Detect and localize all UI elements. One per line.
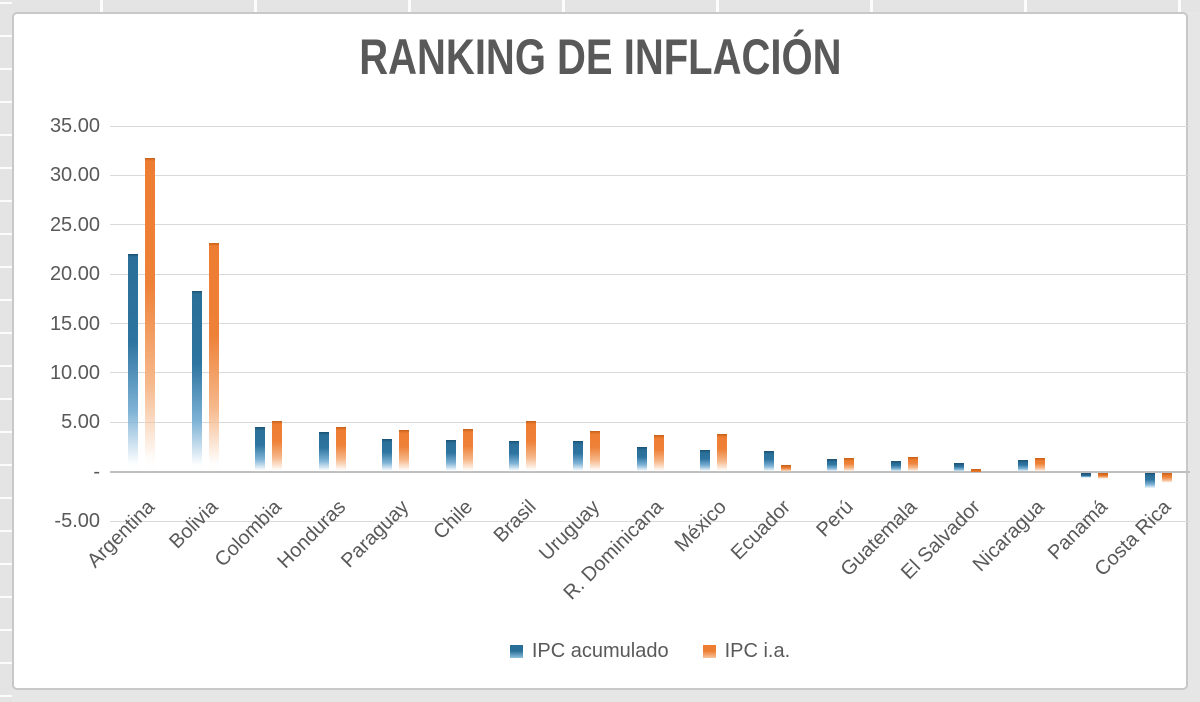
x-axis-label-peru: Perú [812, 496, 859, 542]
bar-ipc-i-a-argentina[interactable] [145, 157, 155, 472]
bar-ipc-acumulado-nicaragua[interactable] [1018, 459, 1028, 472]
bar-ipc-acumulado-costa-rica[interactable] [1145, 472, 1155, 490]
bar-ipc-i-a-panama[interactable] [1098, 472, 1108, 479]
bar-ipc-acumulado-chile[interactable] [446, 440, 456, 472]
bar-ipc-i-a-costa-rica[interactable] [1162, 472, 1172, 483]
y-axis-label-15-00: 15.00 [49, 312, 100, 335]
bar-ipc-i-a-chile[interactable] [463, 429, 473, 472]
y-axis-label-35-00: 35.00 [49, 115, 100, 137]
bar-ipc-acumulado-peru[interactable] [827, 458, 837, 472]
chart-legend[interactable]: IPC acumulado IPC i.a. [110, 640, 1190, 663]
bar-ipc-acumulado-paraguay[interactable] [382, 439, 392, 472]
x-axis-label-honduras: Honduras [273, 496, 350, 573]
bar-ipc-acumulado-brasil[interactable] [509, 441, 519, 472]
bar-ipc-i-a-uruguay[interactable] [590, 431, 600, 472]
gridline [110, 421, 1190, 423]
legend-swatch-ipc-acumulado-icon [509, 645, 523, 658]
y-axis-label-5-00: 5.00 [61, 411, 100, 434]
bar-ipc-i-a-mexico[interactable] [717, 434, 727, 472]
y-axis-label-5-00: -5.00 [54, 510, 100, 532]
y-axis-label-30-00: 30.00 [49, 164, 100, 187]
y-axis-label-10-00: 10.00 [49, 361, 100, 384]
gridline [110, 372, 1190, 374]
x-axis-label-colombia: Colombia [211, 496, 287, 572]
x-axis-label-paraguay: Paraguay [337, 496, 414, 573]
bar-ipc-acumulado-colombia[interactable] [255, 427, 265, 472]
y-axis-label-: - [93, 460, 100, 483]
bar-ipc-i-a-el-salvador[interactable] [971, 468, 981, 472]
gridline [110, 125, 1190, 127]
legend-item-ipc-ia[interactable]: IPC i.a. [702, 640, 791, 663]
chart-frame[interactable]: RANKING DE INFLACIÓN 35.00 30.00 25.00 20.0… [12, 12, 1190, 690]
bar-ipc-i-a-guatemala[interactable] [908, 456, 918, 472]
bar-ipc-acumulado-uruguay[interactable] [573, 441, 583, 472]
gridline [110, 174, 1190, 176]
x-axis-label-bolivia: Bolivia [165, 496, 223, 554]
gridline [110, 224, 1190, 226]
bar-ipc-i-a-paraguay[interactable] [399, 430, 409, 472]
legend-label-ipc-ia: IPC i.a. [724, 640, 791, 662]
bar-ipc-i-a-ecuador[interactable] [781, 464, 791, 472]
bar-ipc-acumulado-panama[interactable] [1081, 472, 1091, 478]
bar-ipc-acumulado-mexico[interactable] [700, 449, 710, 472]
legend-swatch-ipc-ia-icon [702, 645, 716, 658]
gridline [110, 323, 1190, 324]
bar-ipc-i-a-peru[interactable] [844, 457, 854, 472]
bar-ipc-acumulado-ecuador[interactable] [764, 450, 774, 472]
bar-ipc-i-a-colombia[interactable] [272, 421, 282, 472]
bar-ipc-acumulado-guatemala[interactable] [891, 460, 901, 472]
x-axis-label-argentina: Argentina [83, 496, 160, 573]
bar-ipc-i-a-bolivia[interactable] [209, 242, 219, 472]
plot-area: 35.00 30.00 25.00 20.00 15.00 10.00 5.00 - -5.00… [14, 14, 1190, 688]
chart-title[interactable]: RANKING DE INFLACIÓN [14, 28, 1186, 86]
legend-item-ipc-acumulado[interactable]: IPC acumulado [509, 640, 669, 663]
chart-title-text: RANKING DE INFLACIÓN [358, 29, 842, 85]
gridline [110, 273, 1190, 275]
x-axis-label-ecuador: Ecuador [726, 496, 795, 565]
sheet-column-edges [0, 0, 1200, 12]
bar-ipc-acumulado-honduras[interactable] [319, 432, 329, 472]
bar-ipc-acumulado-bolivia[interactable] [192, 290, 202, 472]
y-axis-label-20-00: 20.00 [49, 263, 100, 286]
bar-ipc-acumulado-argentina[interactable] [128, 254, 138, 472]
sheet-row-edges [0, 0, 12, 702]
bar-ipc-i-a-honduras[interactable] [336, 427, 346, 472]
bar-ipc-i-a-r-dominicana[interactable] [654, 435, 664, 472]
x-axis-label-mexico: México [670, 496, 732, 557]
y-axis-label-25-00: 25.00 [49, 213, 100, 236]
bar-ipc-i-a-nicaragua[interactable] [1035, 457, 1045, 472]
legend-label-ipc-acumulado: IPC acumulado [531, 640, 669, 662]
bar-ipc-i-a-brasil[interactable] [526, 421, 536, 472]
bar-ipc-acumulado-el-salvador[interactable] [954, 462, 964, 472]
bar-ipc-acumulado-r-dominicana[interactable] [637, 446, 647, 472]
x-axis-line [110, 471, 1190, 474]
gridline [110, 520, 1190, 522]
